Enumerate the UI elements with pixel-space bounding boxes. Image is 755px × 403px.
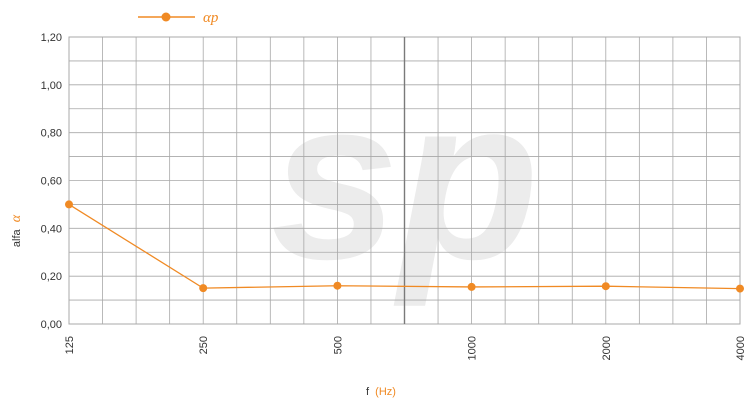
y-tick-label: 0,20 <box>41 271 62 283</box>
x-tick-label: 250 <box>198 336 210 354</box>
legend-series-label: αp <box>203 10 219 26</box>
legend-marker <box>161 12 171 22</box>
x-tick-label: 500 <box>332 336 344 354</box>
data-point <box>601 282 610 291</box>
series-line <box>68 203 741 290</box>
y-tick-label: 1,00 <box>41 80 62 92</box>
y-tick-label: 0,00 <box>41 319 62 331</box>
data-point <box>333 281 342 290</box>
data-point <box>65 200 73 209</box>
data-point <box>736 284 744 293</box>
x-axis-label-unit: (Hz) <box>375 386 396 398</box>
x-tick-label: 2000 <box>601 336 613 360</box>
y-axis-label: alfa α <box>9 214 24 247</box>
chart-grid <box>68 36 741 325</box>
x-axis-label: f (Hz) <box>366 386 396 398</box>
legend: αp <box>138 10 219 26</box>
y-tick-label: 0,60 <box>41 176 62 188</box>
y-tick-labels: 0,00 0,20 0,40 0,60 0,80 1,00 1,20 <box>41 32 62 331</box>
x-tick-labels: 125 250 500 1000 2000 4000 <box>64 336 747 360</box>
y-axis-label-symbol: α <box>9 214 24 222</box>
x-axis-label-main: f <box>366 386 370 398</box>
series-lines <box>65 200 744 293</box>
y-tick-label: 0,40 <box>41 223 62 235</box>
y-axis-label-main: alfa <box>11 228 23 247</box>
data-point <box>467 282 476 291</box>
x-tick-label: 4000 <box>735 336 747 360</box>
y-tick-label: 1,20 <box>41 32 62 44</box>
data-point <box>199 284 208 293</box>
y-tick-label: 0,80 <box>41 128 62 140</box>
x-tick-label: 125 <box>64 336 76 354</box>
x-tick-label: 1000 <box>467 336 479 360</box>
